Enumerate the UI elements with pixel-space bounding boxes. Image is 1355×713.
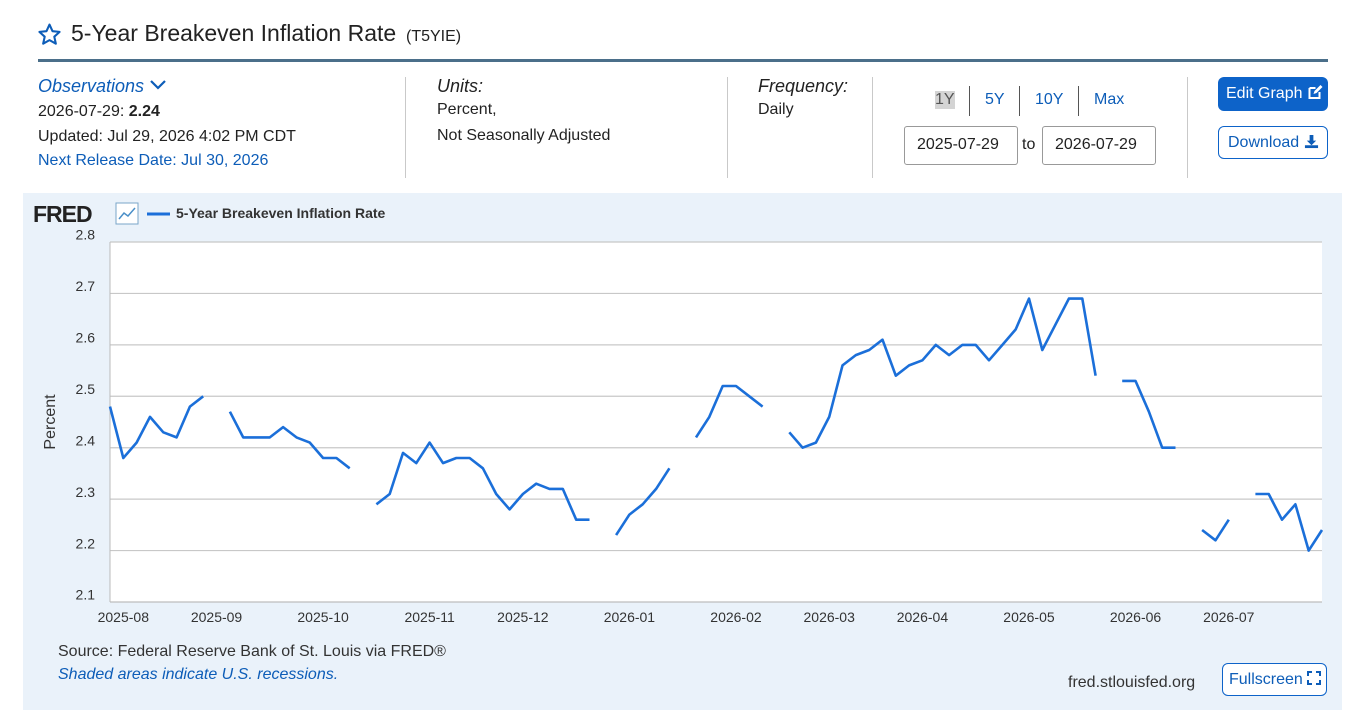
series-id: (T5YIE) [406, 28, 462, 45]
x-tick-label: 2026-04 [897, 609, 949, 625]
y-tick-label: 2.3 [76, 484, 96, 500]
edit-icon [1308, 85, 1323, 99]
units-line: Percent, [437, 101, 497, 118]
plot-area [110, 242, 1322, 602]
separator [1187, 77, 1188, 178]
y-tick-label: 2.1 [76, 587, 96, 603]
separator [872, 77, 873, 178]
title: 5-Year Breakeven Inflation Rate [71, 20, 397, 46]
chart-icon [115, 202, 139, 225]
edit-graph-button[interactable]: Edit Graph [1218, 77, 1328, 111]
header-rule [38, 59, 1328, 62]
range-button[interactable]: 10Y [1035, 91, 1064, 108]
recession-note: Shaded areas indicate U.S. recessions. [58, 666, 339, 683]
x-tick-label: 2025-12 [497, 609, 549, 625]
frequency-value: Daily [758, 101, 794, 118]
legend-label: 5-Year Breakeven Inflation Rate [176, 205, 386, 221]
separator [405, 77, 406, 178]
x-tick-label: 2026-07 [1203, 609, 1255, 625]
download-label: Download [1228, 134, 1300, 151]
separator [1019, 86, 1020, 116]
x-tick-label: 2026-03 [804, 609, 856, 625]
next-release[interactable]: Next Release Date: Jul 30, 2026 [38, 152, 269, 169]
units-line: Not Seasonally Adjusted [437, 127, 611, 144]
y-tick-label: 2.7 [76, 278, 96, 294]
y-tick-label: 2.5 [76, 381, 96, 397]
observation-latest: 2026-07-29: 2.24 [38, 103, 160, 121]
range-button[interactable]: Max [1094, 91, 1125, 108]
x-tick-label: 2026-06 [1110, 609, 1162, 625]
source: Source: Federal Reserve Bank of St. Loui… [58, 643, 446, 660]
x-tick-label: 2025-10 [297, 609, 349, 625]
fullscreen-button[interactable]: Fullscreen [1222, 663, 1327, 696]
x-tick-label: 2026-01 [604, 609, 656, 625]
units-label: Units: [437, 76, 484, 96]
x-tick-label: 2025-09 [191, 609, 243, 625]
observation-date: 2026-07-29: [38, 103, 125, 120]
start-date-input[interactable]: 2025-07-29 [904, 126, 1018, 165]
series-line [108, 297, 1324, 552]
separator [969, 86, 970, 116]
separator [1078, 86, 1079, 116]
range-button[interactable]: 1Y [935, 91, 955, 109]
site: fred.stlouisfed.org [1068, 674, 1196, 691]
fullscreen-label: Fullscreen [1229, 671, 1303, 688]
download-button[interactable]: Download [1218, 126, 1328, 159]
fullscreen-icon [1307, 671, 1322, 685]
x-tick-label: 2026-05 [1003, 609, 1055, 625]
to-label: to [1022, 136, 1036, 153]
y-axis-label: Percent [42, 394, 59, 450]
range-button[interactable]: 5Y [985, 91, 1005, 108]
chart: FRED 2.1 2.2 2.3 2.4 2.5 2.6 2.7 2.8 Percent 2025… [23, 193, 1342, 710]
x-tick-label: 2025-11 [404, 609, 455, 625]
observations-label: Observations [38, 76, 145, 96]
separator [727, 77, 728, 178]
observations-toggle[interactable]: Observations [38, 76, 167, 97]
end-date-input[interactable]: 2026-07-29 [1042, 126, 1156, 165]
fred-logo: FRED [33, 201, 92, 227]
y-tick-label: 2.4 [76, 432, 96, 448]
star-icon[interactable] [37, 22, 62, 47]
y-tick-label: 2.2 [76, 535, 96, 551]
edit-graph-label: Edit Graph [1226, 85, 1303, 102]
observation-value: 2.24 [128, 103, 160, 120]
y-tick-label: 2.8 [76, 227, 96, 243]
download-icon [1304, 134, 1318, 149]
x-tick-label: 2025-08 [98, 609, 150, 625]
updated: Updated: Jul 29, 2026 4:02 PM CDT [38, 128, 296, 145]
y-tick-label: 2.6 [76, 330, 96, 346]
frequency-label: Frequency: [758, 76, 849, 96]
x-tick-label: 2026-02 [710, 609, 762, 625]
chevron-icon [150, 80, 166, 90]
